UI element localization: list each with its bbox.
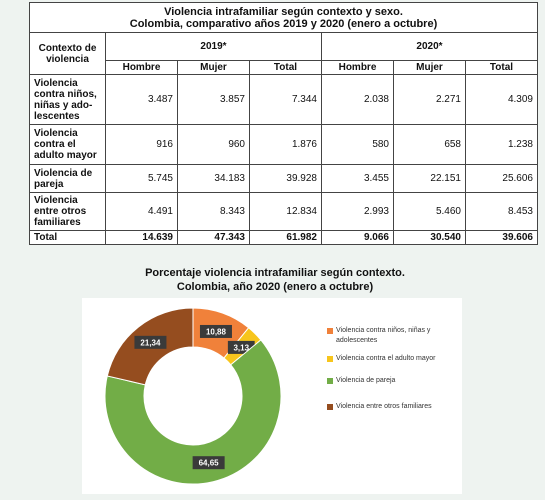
- table-cell: 47.343: [177, 230, 250, 245]
- table-cell: 22.151: [393, 164, 466, 193]
- data-label-box: [192, 456, 225, 470]
- donut-chart: 10,88 3,13 64,65 21,34 Violencia contra niñ…: [82, 298, 462, 494]
- table-cell: 960: [177, 124, 250, 165]
- subheader: Mujer: [177, 60, 250, 75]
- table-cell: 4.491: [105, 192, 178, 231]
- legend-swatch: [327, 378, 333, 384]
- legend-item-otros-familiares: Violencia entre otros familiares: [327, 402, 456, 412]
- legend-item-adulto-mayor: Violencia contra el adulto mayor: [327, 354, 456, 364]
- table-cell: 2.271: [393, 74, 466, 125]
- table-cell: 658: [393, 124, 466, 165]
- table-cell: 7.344: [249, 74, 322, 125]
- total-row: Total 14.639 47.343 61.982 9.066 30.540 …: [29, 230, 538, 245]
- data-label-box: [134, 335, 167, 349]
- legend-item-ninos-adolescentes: Violencia contra niños, niñas y adolesce…: [327, 326, 456, 346]
- data-label-text: 10,88: [206, 327, 227, 336]
- subheader: Hombre: [321, 60, 394, 75]
- data-label-box: [199, 324, 232, 338]
- table-cell: 2.038: [321, 74, 394, 125]
- table-cell: 5.460: [393, 192, 466, 231]
- table-row: Violencia contra el adulto mayor 916 960…: [29, 124, 538, 165]
- table-row: Violencia contra niños, niñas y ado-lesc…: [29, 74, 538, 125]
- table-cell: 1.238: [465, 124, 538, 165]
- table-cell: 9.066: [321, 230, 394, 245]
- table-cell: 8.343: [177, 192, 250, 231]
- slice-pareja: [104, 339, 282, 485]
- donut-chart-svg: 10,88 3,13 64,65 21,34: [104, 307, 282, 485]
- legend-label: Violencia contra niños, niñas y adolesce…: [336, 327, 431, 344]
- legend-label: Violencia de pareja: [336, 377, 396, 384]
- chart-title-line1: Porcentaje violencia intrafamiliar según…: [145, 267, 405, 279]
- table-cell: 3.455: [321, 164, 394, 193]
- table-row: Violencia entre otros familiares 4.491 8…: [29, 192, 538, 231]
- legend-swatch: [327, 328, 333, 334]
- year-2019-header: 2019*: [105, 32, 322, 61]
- table-cell: 61.982: [249, 230, 322, 245]
- row-label: Violencia entre otros familiares: [29, 192, 106, 231]
- table-cell: 580: [321, 124, 394, 165]
- table-cell: 14.639: [105, 230, 178, 245]
- data-label-text: 3,13: [233, 343, 249, 352]
- table-cell: 4.309: [465, 74, 538, 125]
- table-title-line2: Colombia, comparativo años 2019 y 2020 (…: [129, 17, 438, 30]
- row-label: Total: [29, 230, 106, 245]
- data-label-otros-familiares: 21,34: [134, 335, 167, 349]
- table-cell: 5.745: [105, 164, 178, 193]
- table-cell: 3.487: [105, 74, 178, 125]
- subheader: Mujer: [393, 60, 466, 75]
- legend-label: Violencia entre otros familiares: [336, 403, 432, 410]
- table-cell: 1.876: [249, 124, 322, 165]
- data-label-ninos-adolescentes: 10,88: [199, 324, 232, 338]
- table-cell: 12.834: [249, 192, 322, 231]
- subheader: Total: [465, 60, 538, 75]
- row-label: Violencia contra niños, niñas y ado-lesc…: [29, 74, 106, 125]
- table-title: Violencia intrafamiliar según contexto y…: [29, 2, 538, 33]
- legend-item-pareja: Violencia de pareja: [327, 376, 456, 386]
- table-title-line1: Violencia intrafamiliar según contexto y…: [164, 5, 403, 18]
- table-cell: 39.606: [465, 230, 538, 245]
- legend-label: Violencia contra el adulto mayor: [336, 355, 436, 362]
- table-cell: 916: [105, 124, 178, 165]
- table-cell: 25.606: [465, 164, 538, 193]
- subheader: Total: [249, 60, 322, 75]
- year-2020-header: 2020*: [321, 32, 538, 61]
- table-row: Violencia de pareja 5.745 34.183 39.928 …: [29, 164, 538, 193]
- table-cell: 2.993: [321, 192, 394, 231]
- violence-table: Violencia intrafamiliar según contexto y…: [29, 2, 538, 245]
- legend-swatch: [327, 404, 333, 410]
- data-label-text: 64,65: [199, 459, 220, 468]
- table-cell: 39.928: [249, 164, 322, 193]
- table-cell: 34.183: [177, 164, 250, 193]
- table-cell: 3.857: [177, 74, 250, 125]
- data-label-text: 21,34: [140, 338, 161, 347]
- context-header: Contexto de violencia: [29, 32, 106, 75]
- data-label-pareja: 64,65: [192, 456, 225, 470]
- table-cell: 8.453: [465, 192, 538, 231]
- chart-title-line2: Colombia, año 2020 (enero a octubre): [176, 281, 374, 293]
- table-cell: 30.540: [393, 230, 466, 245]
- row-label: Violencia de pareja: [29, 164, 106, 193]
- row-label: Violencia contra el adulto mayor: [29, 124, 106, 165]
- subheader: Hombre: [105, 60, 178, 75]
- legend-swatch: [327, 356, 333, 362]
